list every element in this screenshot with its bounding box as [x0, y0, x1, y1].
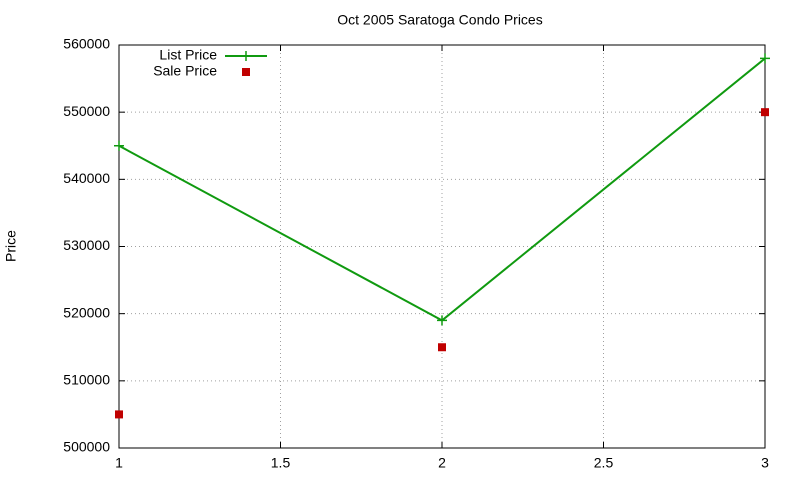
legend-swatch — [241, 51, 251, 61]
data-point — [761, 108, 769, 117]
data-point — [760, 53, 770, 64]
y-tick-label: 520000 — [63, 304, 110, 320]
chart-title: Oct 2005 Saratoga Condo Prices — [337, 12, 542, 28]
legend-label: Sale Price — [153, 63, 217, 79]
data-point — [115, 410, 123, 419]
y-tick-label: 510000 — [63, 372, 110, 388]
data-point — [114, 140, 124, 151]
y-tick-label: 550000 — [63, 103, 110, 119]
x-tick-label: 2.5 — [594, 455, 614, 471]
y-tick-label: 500000 — [63, 439, 110, 455]
x-tick-label: 1.5 — [271, 455, 291, 471]
data-point — [438, 343, 446, 352]
data-point — [437, 315, 447, 326]
plot-frame — [118, 44, 766, 449]
y-tick-label: 540000 — [63, 170, 110, 186]
x-tick-label: 3 — [761, 455, 769, 471]
legend-label: List Price — [159, 47, 217, 63]
x-tick-label: 1 — [115, 455, 123, 471]
y-tick-label: 530000 — [63, 237, 110, 253]
x-tick-label: 2 — [438, 455, 446, 471]
legend-swatch — [242, 68, 250, 76]
y-tick-label: 560000 — [63, 36, 110, 52]
y-axis-label: Price — [3, 230, 19, 262]
